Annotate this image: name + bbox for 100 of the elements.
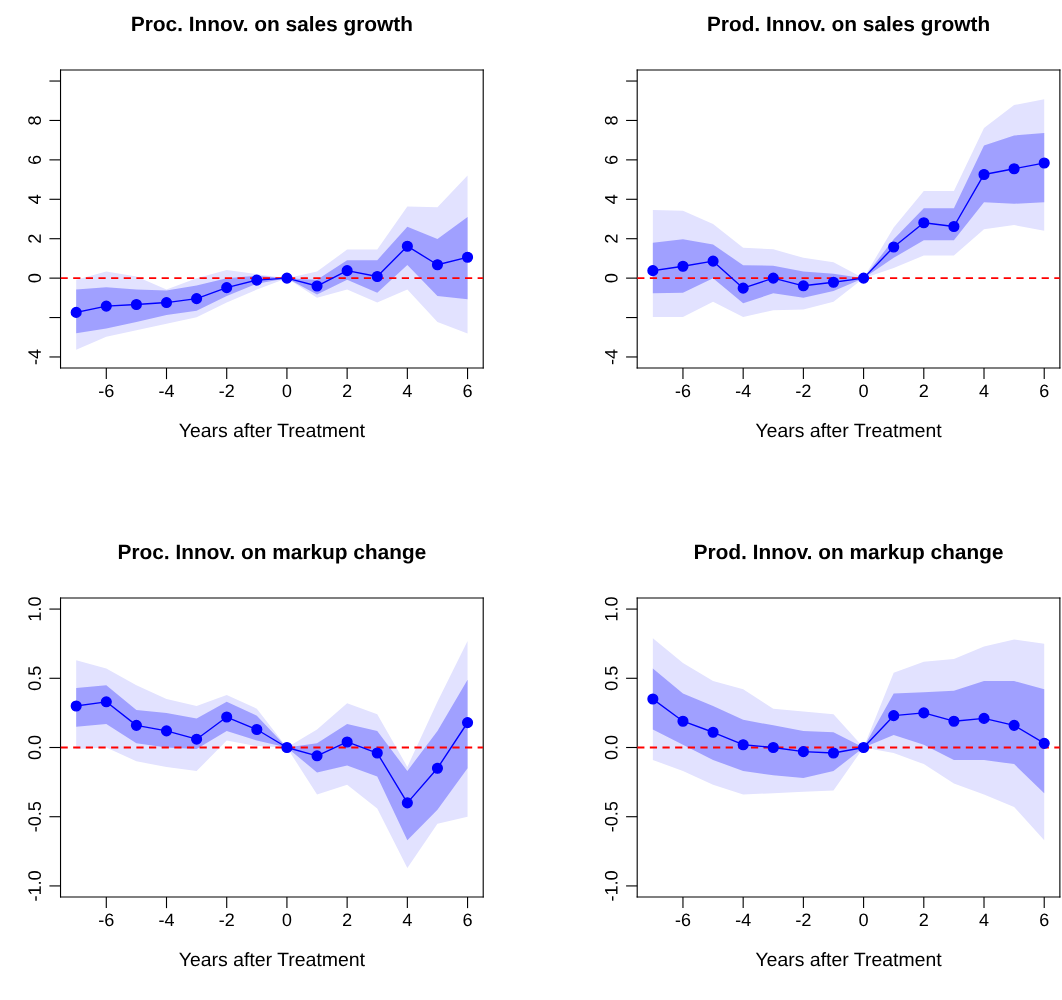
point: [311, 280, 323, 292]
point: [827, 276, 840, 288]
point: [341, 736, 353, 748]
x-tick-label: -4: [159, 384, 174, 398]
point: [677, 260, 689, 272]
point: [160, 297, 173, 309]
x-tick-label: 0: [282, 384, 292, 398]
point: [978, 168, 990, 181]
point: [767, 741, 779, 754]
y-tick-label: 0.5: [604, 666, 618, 691]
x-axis-title: Years after Treatment: [179, 952, 365, 967]
point: [100, 696, 112, 708]
x-tick-label: 6: [463, 913, 472, 927]
point: [221, 282, 233, 294]
point: [1008, 719, 1020, 731]
y-tick-label: 0.5: [28, 666, 41, 691]
y-tick-label: -1.0: [604, 871, 618, 901]
x-tick-label: 2: [343, 384, 352, 398]
point: [827, 747, 840, 759]
point: [978, 712, 990, 724]
y-tick-label: -4: [605, 349, 618, 365]
x-axis-title: Years after Treatment: [755, 952, 942, 967]
point: [461, 717, 474, 729]
y-tick-label: 8: [28, 116, 41, 125]
x-tick-label: 2: [919, 913, 928, 927]
x-tick-label: 4: [979, 913, 989, 927]
x-tick-label: -6: [675, 913, 691, 927]
chart-title: Proc. Innov. on sales growth: [132, 16, 412, 36]
point: [281, 272, 293, 284]
x-tick-label: 0: [859, 913, 868, 927]
point: [341, 265, 353, 277]
point: [737, 739, 749, 751]
x-axis-title: Years after Treatment: [755, 423, 942, 438]
point: [311, 750, 323, 762]
x-tick-label: -4: [735, 384, 751, 398]
y-tick-label: 0.0: [604, 735, 618, 760]
point: [707, 255, 719, 267]
point: [707, 726, 719, 738]
point: [401, 240, 413, 252]
point: [130, 719, 142, 731]
chart-title: Proc. Innov. on markup change: [118, 544, 426, 564]
y-tick-label: 6: [604, 155, 618, 164]
x-tick-label: 6: [463, 384, 472, 398]
point: [888, 710, 900, 722]
point: [70, 306, 82, 318]
point: [371, 747, 383, 759]
y-tick-label: 8: [604, 116, 618, 125]
point: [858, 741, 870, 754]
x-tick-label: -4: [735, 913, 751, 927]
point: [1038, 737, 1050, 749]
y-tick-label: 1.0: [28, 597, 41, 621]
y-tick-label: -1.0: [28, 871, 41, 901]
point: [70, 700, 82, 712]
x-tick-label: 4: [402, 913, 412, 927]
point: [1038, 157, 1050, 169]
point: [221, 711, 233, 723]
point: [888, 241, 900, 253]
y-tick-label: 0: [28, 273, 41, 283]
point: [431, 762, 444, 774]
point: [160, 725, 173, 737]
point: [191, 733, 203, 745]
point: [371, 270, 383, 283]
y-tick-label: 6: [28, 155, 41, 164]
chart-title: Prod. Innov. on markup change: [695, 544, 1003, 564]
y-tick-label: -0.5: [604, 801, 618, 832]
x-tick-label: -6: [675, 384, 691, 398]
point: [100, 300, 112, 312]
point: [1008, 163, 1020, 175]
x-tick-label: 6: [1040, 384, 1049, 398]
point: [918, 217, 930, 229]
x-tick-label: 0: [859, 384, 868, 398]
y-tick-label: -4: [28, 349, 41, 365]
point: [797, 280, 809, 292]
x-tick-label: 0: [282, 913, 292, 927]
point: [431, 259, 444, 271]
y-tick-label: -0.5: [28, 801, 41, 832]
x-tick-label: -6: [99, 384, 114, 398]
y-tick-label: 0.0: [28, 735, 41, 760]
x-tick-label: 2: [343, 913, 352, 927]
x-tick-label: -2: [219, 913, 234, 927]
y-tick-label: 4: [605, 194, 618, 204]
point: [737, 282, 749, 294]
x-tick-label: -4: [159, 913, 174, 927]
point: [130, 298, 142, 311]
point: [251, 723, 263, 736]
point: [858, 272, 870, 284]
chart-title: Prod. Innov. on sales growth: [708, 16, 989, 36]
x-tick-label: 4: [979, 384, 989, 398]
point: [677, 715, 689, 727]
x-tick-label: -2: [219, 384, 234, 398]
x-axis-title: Years after Treatment: [179, 423, 365, 438]
x-tick-label: -2: [796, 384, 811, 398]
x-tick-label: 4: [402, 384, 412, 398]
x-tick-label: 6: [1040, 913, 1049, 927]
y-tick-label: 0: [604, 273, 618, 283]
point: [767, 272, 779, 284]
point: [401, 797, 413, 809]
point: [647, 693, 659, 705]
point: [281, 741, 293, 754]
y-tick-label: 1.0: [604, 597, 618, 621]
